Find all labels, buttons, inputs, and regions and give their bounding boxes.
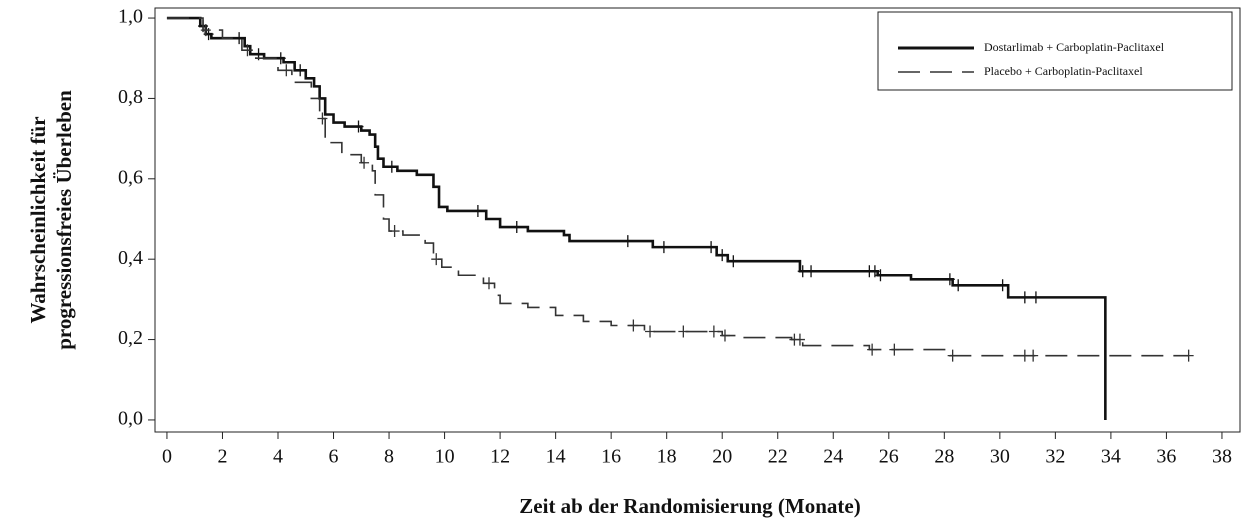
- x-tick-label: 14: [546, 446, 566, 468]
- censor-mark: [431, 253, 442, 266]
- y-tick-label: 1,0: [118, 6, 143, 28]
- censor-mark: [944, 273, 955, 286]
- censor-mark: [658, 241, 669, 254]
- censor-mark: [317, 112, 328, 125]
- censor-mark: [889, 343, 900, 356]
- legend-label: Placebo + Carboplatin-Paclitaxel: [984, 64, 1143, 78]
- x-tick-label: 22: [768, 446, 788, 468]
- x-tick-label: 12: [490, 446, 510, 468]
- x-tick-label: 6: [329, 446, 339, 468]
- censor-mark: [353, 120, 364, 133]
- survival-curve: [166, 17, 1189, 357]
- y-tick-label: 0,0: [118, 408, 143, 430]
- x-tick-label: 8: [384, 446, 394, 468]
- censor-mark: [472, 204, 483, 217]
- censor-mark: [1028, 349, 1039, 362]
- censor-mark: [706, 241, 717, 254]
- x-tick-label: 2: [217, 446, 227, 468]
- x-tick-label: 0: [162, 446, 172, 468]
- censor-mark: [867, 343, 878, 356]
- x-axis-title: Zeit ab der Randomisierung (Monate): [519, 494, 860, 518]
- censor-mark: [717, 249, 728, 262]
- x-tick-label: 32: [1045, 446, 1065, 468]
- legend-label: Dostarlimab + Carboplatin-Paclitaxel: [984, 40, 1165, 54]
- censor-mark: [628, 319, 639, 332]
- censor-mark: [794, 333, 805, 346]
- x-tick-label: 34: [1101, 446, 1121, 468]
- censor-mark: [947, 349, 958, 362]
- x-tick-label: 10: [435, 446, 455, 468]
- censor-mark: [200, 24, 211, 37]
- x-tick-label: 36: [1156, 446, 1176, 468]
- y-tick-label: 0,4: [118, 247, 143, 269]
- x-tick-label: 20: [712, 446, 732, 468]
- x-tick-label: 28: [934, 446, 954, 468]
- x-tick-label: 38: [1212, 446, 1232, 468]
- plot-frame: [154, 7, 1241, 433]
- censor-mark: [1019, 291, 1030, 304]
- x-tick-label: 30: [990, 446, 1010, 468]
- censor-mark: [483, 277, 494, 290]
- y-axis-title: Wahrscheinlichkeit für: [26, 116, 50, 323]
- censor-mark: [875, 269, 886, 282]
- y-tick-label: 0,2: [118, 327, 143, 349]
- censor-mark: [386, 160, 397, 173]
- x-tick-label: 18: [657, 446, 677, 468]
- legend-box: [877, 11, 1233, 91]
- censor-mark: [242, 44, 253, 57]
- censor-mark: [678, 325, 689, 338]
- censor-mark: [869, 265, 880, 278]
- censor-mark: [645, 325, 656, 338]
- censor-mark: [511, 221, 522, 234]
- censor-mark: [389, 225, 400, 238]
- censor-mark: [275, 52, 286, 65]
- x-tick-label: 4: [273, 446, 283, 468]
- x-tick-label: 26: [879, 446, 899, 468]
- x-tick-label: 24: [823, 446, 843, 468]
- censor-mark: [997, 279, 1008, 292]
- censor-mark: [1030, 291, 1041, 304]
- censor-mark: [281, 64, 292, 77]
- censor-mark: [719, 329, 730, 342]
- censor-mark: [622, 235, 633, 248]
- y-tick-label: 0,6: [118, 166, 143, 188]
- censor-mark: [953, 279, 964, 292]
- censor-mark: [295, 64, 306, 77]
- censor-mark: [1183, 349, 1194, 362]
- censor-mark: [728, 255, 739, 268]
- y-axis-title: progressionsfreies Überleben: [52, 90, 76, 350]
- y-tick-label: 0,8: [118, 86, 143, 108]
- censor-mark: [359, 156, 370, 169]
- censor-mark: [234, 32, 245, 45]
- censor-mark: [806, 265, 817, 278]
- censor-mark: [708, 325, 719, 338]
- x-tick-label: 16: [601, 446, 621, 468]
